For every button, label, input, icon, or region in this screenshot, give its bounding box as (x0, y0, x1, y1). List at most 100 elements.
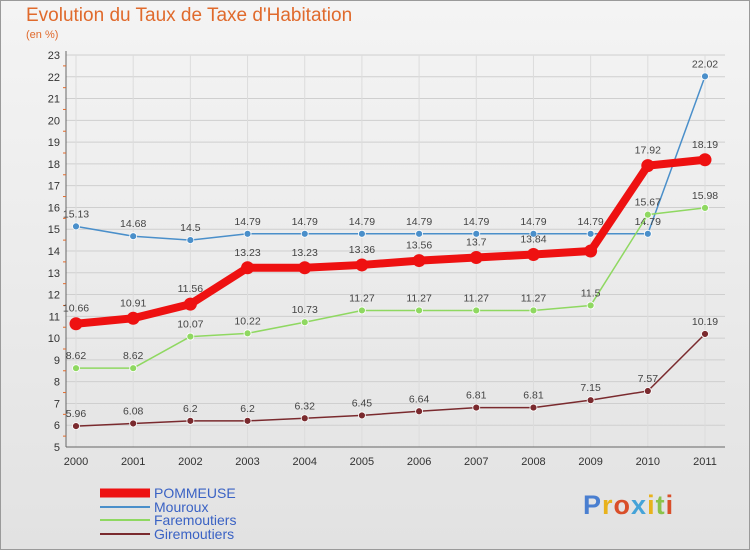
data-label: 18.19 (692, 139, 718, 151)
logo-letter: i (647, 490, 656, 520)
chart-title: Evolution du Taux de Taxe d'Habitation (26, 5, 353, 26)
data-label: 14.79 (463, 216, 489, 228)
legend-label: POMMEUSE (154, 485, 236, 501)
data-label: 8.62 (66, 350, 87, 362)
x-tick-label: 2011 (693, 456, 717, 468)
data-point (586, 396, 595, 405)
data-point (643, 229, 652, 238)
data-label: 11.27 (349, 292, 375, 304)
data-point (472, 403, 481, 412)
legend-item: Faremoutiers (100, 513, 320, 527)
data-point (526, 247, 540, 261)
data-label: 10.73 (292, 304, 318, 316)
data-label: 15.98 (692, 190, 718, 202)
series-line-pommeuse (72, 155, 709, 328)
data-point (129, 364, 138, 373)
data-point (641, 159, 655, 173)
data-label: 22.02 (692, 58, 718, 70)
data-label: 6.81 (466, 390, 487, 402)
data-point (415, 407, 423, 416)
legend-swatch (100, 519, 150, 521)
logo-letter: o (613, 490, 632, 520)
logo-letter: r (602, 490, 614, 520)
data-label: 13.7 (466, 237, 487, 249)
y-tick-label: 23 (48, 50, 60, 62)
data-label: 14.79 (406, 216, 432, 228)
y-tick-label: 5 (54, 442, 60, 454)
data-label: 11.56 (178, 283, 204, 295)
x-tick-label: 2003 (235, 456, 259, 468)
data-label: 7.15 (580, 382, 601, 394)
data-point (69, 317, 83, 331)
data-point (586, 229, 595, 238)
y-tick-label: 22 (48, 72, 60, 84)
data-label: 14.79 (349, 216, 375, 228)
data-label: 14.68 (120, 218, 146, 230)
data-point (586, 301, 595, 310)
data-label: 6.81 (523, 390, 544, 402)
data-label: 14.79 (520, 216, 546, 228)
data-label: 13.56 (406, 240, 432, 252)
data-point (243, 416, 252, 425)
data-point (298, 261, 312, 275)
data-label: 14.79 (577, 216, 603, 228)
proxiti-logo: Proxiti (583, 490, 674, 521)
y-tick-label: 19 (48, 137, 60, 149)
y-tick-label: 21 (48, 94, 60, 106)
data-point (186, 416, 195, 425)
legend-swatch (100, 532, 150, 535)
y-tick-label: 11 (49, 311, 60, 323)
data-label: 8.62 (123, 350, 144, 362)
data-point (241, 261, 255, 275)
logo-letter: i (665, 490, 675, 520)
data-point (186, 236, 195, 245)
data-point (186, 332, 195, 341)
x-tick-label: 2002 (178, 456, 202, 468)
data-point (415, 229, 423, 238)
data-point (472, 306, 481, 315)
x-tick-label: 2005 (350, 456, 374, 468)
data-point (358, 229, 366, 238)
data-point (584, 244, 598, 258)
data-label: 5.96 (66, 408, 87, 420)
data-label: 6.2 (240, 403, 255, 415)
data-point (126, 311, 140, 325)
data-label: 13.36 (349, 244, 375, 256)
y-tick-label: 13 (48, 268, 60, 280)
x-tick-label: 2006 (407, 456, 431, 468)
data-label: 10.22 (234, 315, 260, 327)
data-point (183, 297, 197, 311)
y-tick-label: 14 (48, 246, 60, 258)
legend-label: Giremoutiers (154, 525, 235, 542)
data-label: 6.08 (123, 405, 144, 417)
data-point (72, 222, 80, 231)
data-point (72, 422, 80, 430)
data-point (701, 330, 709, 338)
data-point (698, 153, 712, 167)
data-point (300, 414, 309, 423)
x-tick-label: 2008 (521, 456, 545, 468)
data-point (529, 306, 538, 315)
data-point (701, 203, 709, 212)
data-point (243, 229, 252, 238)
data-label: 13.23 (234, 247, 260, 259)
x-tick-label: 2000 (64, 456, 88, 468)
y-tick-label: 10 (48, 333, 60, 345)
data-label: 11.5 (581, 287, 601, 299)
data-label: 14.79 (292, 216, 318, 228)
legend-swatch (100, 505, 150, 508)
data-label: 11.27 (521, 292, 547, 304)
data-point (358, 306, 366, 315)
data-point (355, 258, 369, 272)
data-point (72, 364, 80, 373)
data-label: 6.32 (295, 400, 316, 412)
data-point (469, 251, 483, 265)
data-label: 10.07 (177, 319, 203, 331)
y-tick-label: 18 (48, 159, 60, 171)
legend-item: Mouroux (100, 500, 320, 514)
logo-letter: t (655, 490, 666, 520)
y-tick-label: 9 (54, 355, 60, 367)
data-label: 14.5 (180, 222, 201, 234)
